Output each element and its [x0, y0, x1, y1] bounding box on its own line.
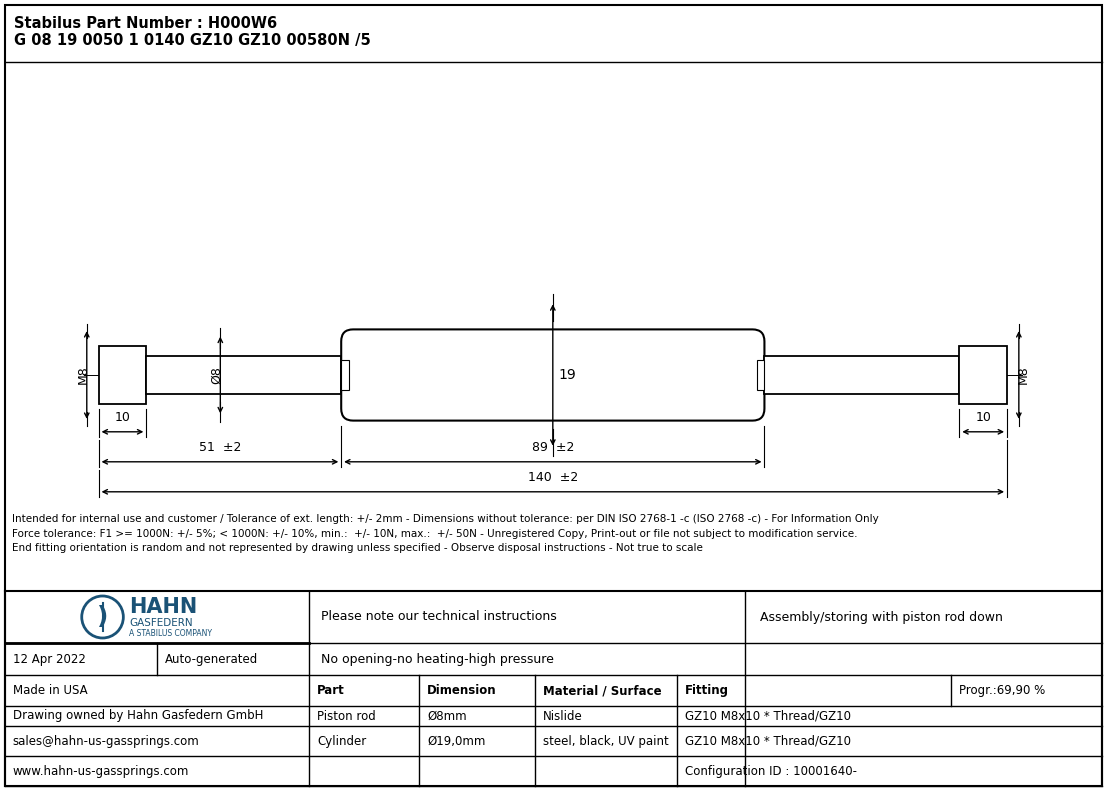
Text: www.hahn-us-gassprings.com: www.hahn-us-gassprings.com	[13, 764, 189, 778]
Text: Intended for internal use and customer / Tolerance of ext. length: +/- 2mm - Dim: Intended for internal use and customer /…	[12, 514, 879, 554]
Bar	[341, 360, 350, 391]
Text: ): )	[97, 605, 108, 629]
Text: A STABILUS COMPANY: A STABILUS COMPANY	[130, 630, 212, 638]
Bar	[756, 360, 764, 391]
Text: Assembly/storing with piston rod down: Assembly/storing with piston rod down	[760, 611, 1003, 623]
Text: Dimension: Dimension	[427, 684, 497, 697]
Text: GASFEDERN: GASFEDERN	[130, 618, 193, 628]
Text: 19: 19	[558, 368, 576, 382]
Bar	[146, 356, 341, 394]
Text: 140  ±2: 140 ±2	[527, 471, 577, 484]
Text: 51  ±2: 51 ±2	[199, 441, 241, 454]
Text: GZ10 M8x10 * Thread/GZ10: GZ10 M8x10 * Thread/GZ10	[685, 735, 850, 747]
Text: Ø19,0mm: Ø19,0mm	[427, 735, 486, 747]
Text: Material / Surface: Material / Surface	[543, 684, 661, 697]
Text: No opening-no heating-high pressure: No opening-no heating-high pressure	[321, 653, 554, 665]
Text: Auto-generated: Auto-generated	[165, 653, 258, 665]
Text: Ø8: Ø8	[210, 366, 223, 384]
Text: G 08 19 0050 1 0140 GZ10 GZ10 00580N /5: G 08 19 0050 1 0140 GZ10 GZ10 00580N /5	[13, 33, 371, 48]
Text: Please note our technical instructions: Please note our technical instructions	[321, 611, 556, 623]
Text: Piston rod: Piston rod	[317, 710, 375, 722]
Bar	[764, 356, 960, 394]
Text: Drawing owned by Hahn Gasfedern GmbH: Drawing owned by Hahn Gasfedern GmbH	[13, 710, 264, 722]
Text: Part: Part	[317, 684, 345, 697]
Text: sales@hahn-us-gassprings.com: sales@hahn-us-gassprings.com	[13, 735, 200, 747]
Text: Ø8mm: Ø8mm	[427, 710, 467, 722]
Text: Nislide: Nislide	[543, 710, 583, 722]
Text: GZ10 M8x10 * Thread/GZ10: GZ10 M8x10 * Thread/GZ10	[685, 710, 850, 722]
Text: Configuration ID : 10001640-: Configuration ID : 10001640-	[685, 764, 857, 778]
Bar	[98, 346, 146, 403]
Bar	[960, 346, 1006, 403]
Text: 10: 10	[975, 411, 991, 424]
Text: M8: M8	[76, 365, 89, 384]
FancyBboxPatch shape	[341, 329, 764, 421]
Text: M8: M8	[1016, 365, 1029, 384]
Text: Made in USA: Made in USA	[13, 684, 87, 697]
Text: 12 Apr 2022: 12 Apr 2022	[13, 653, 86, 665]
Text: HAHN: HAHN	[130, 597, 198, 617]
Text: Stabilus Part Number : H000W6: Stabilus Part Number : H000W6	[13, 16, 277, 31]
Text: Cylinder: Cylinder	[317, 735, 366, 747]
Text: steel, black, UV paint: steel, black, UV paint	[543, 735, 669, 747]
Text: 89  ±2: 89 ±2	[532, 441, 574, 454]
Text: 10: 10	[115, 411, 131, 424]
Text: Progr.:69,90 %: Progr.:69,90 %	[960, 684, 1046, 697]
Text: Fitting: Fitting	[685, 684, 728, 697]
